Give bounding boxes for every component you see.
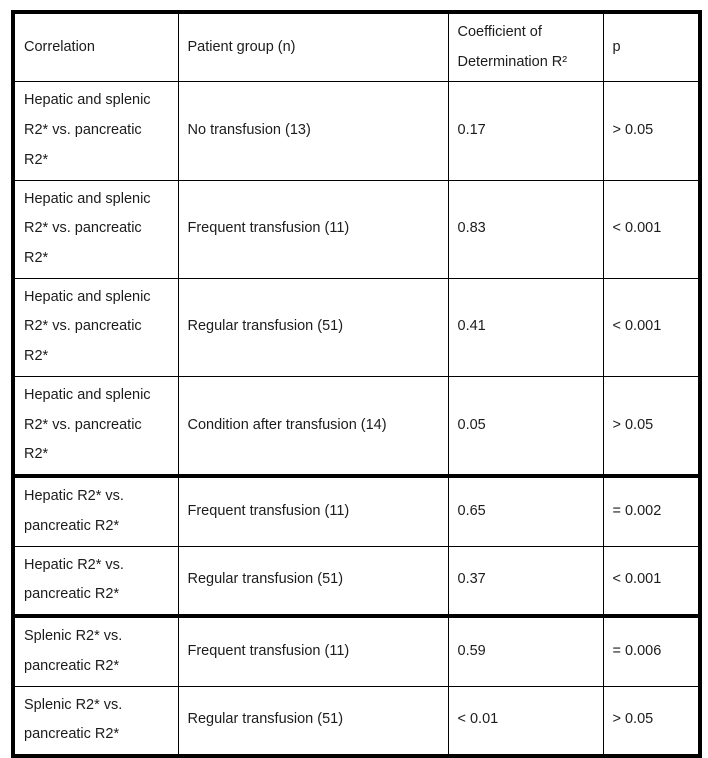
cell-correlation: Splenic R2* vs. pancreatic R2*	[12, 685, 179, 757]
table-header: Correlation Patient group (n) Coefficien…	[12, 11, 701, 83]
document-page: Correlation Patient group (n) Coefficien…	[11, 10, 702, 758]
table-row: Hepatic and splenic R2* vs. pancreatic R…	[12, 179, 701, 279]
cell-patient-group: Frequent transfusion (11)	[177, 614, 449, 687]
cell-patient-group: Frequent transfusion (11)	[177, 474, 449, 547]
table-body: Hepatic and splenic R2* vs. pancreatic R…	[12, 81, 701, 757]
cell-p: > 0.05	[602, 685, 701, 757]
cell-r2: 0.65	[447, 474, 604, 547]
cell-p: > 0.05	[602, 375, 701, 477]
table-row-section-start: Splenic R2* vs. pancreatic R2* Frequent …	[12, 614, 701, 687]
cell-p: = 0.002	[602, 474, 701, 547]
cell-correlation: Hepatic and splenic R2* vs. pancreatic R…	[12, 81, 179, 181]
cell-correlation: Hepatic R2* vs. pancreatic R2*	[12, 474, 179, 547]
cell-p: < 0.001	[602, 277, 701, 377]
cell-correlation: Hepatic and splenic R2* vs. pancreatic R…	[12, 179, 179, 279]
cell-correlation: Splenic R2* vs. pancreatic R2*	[12, 614, 179, 687]
cell-r2: 0.17	[447, 81, 604, 181]
cell-r2: 0.41	[447, 277, 604, 377]
table-row: Hepatic and splenic R2* vs. pancreatic R…	[12, 81, 701, 181]
cell-p: > 0.05	[602, 81, 701, 181]
column-header-correlation: Correlation	[12, 11, 179, 83]
table-row: Hepatic and splenic R2* vs. pancreatic R…	[12, 375, 701, 477]
cell-patient-group: No transfusion (13)	[177, 81, 449, 181]
cell-r2: 0.59	[447, 614, 604, 687]
table-row: Splenic R2* vs. pancreatic R2* Regular t…	[12, 685, 701, 757]
table-row: Hepatic R2* vs. pancreatic R2* Regular t…	[12, 545, 701, 617]
header-row: Correlation Patient group (n) Coefficien…	[12, 11, 701, 83]
cell-patient-group: Regular transfusion (51)	[177, 685, 449, 757]
cell-p: < 0.001	[602, 545, 701, 617]
cell-r2: 0.83	[447, 179, 604, 279]
cell-r2: < 0.01	[447, 685, 604, 757]
cell-patient-group: Regular transfusion (51)	[177, 545, 449, 617]
cell-p: < 0.001	[602, 179, 701, 279]
cell-patient-group: Condition after transfusion (14)	[177, 375, 449, 477]
cell-correlation: Hepatic and splenic R2* vs. pancreatic R…	[12, 277, 179, 377]
cell-correlation: Hepatic R2* vs. pancreatic R2*	[12, 545, 179, 617]
cell-correlation: Hepatic and splenic R2* vs. pancreatic R…	[12, 375, 179, 477]
cell-patient-group: Regular transfusion (51)	[177, 277, 449, 377]
table-row-section-start: Hepatic R2* vs. pancreatic R2* Frequent …	[12, 474, 701, 547]
column-header-p-value: p	[602, 11, 701, 83]
column-header-patient-group: Patient group (n)	[177, 11, 449, 83]
cell-r2: 0.37	[447, 545, 604, 617]
cell-patient-group: Frequent transfusion (11)	[177, 179, 449, 279]
cell-r2: 0.05	[447, 375, 604, 477]
table-row: Hepatic and splenic R2* vs. pancreatic R…	[12, 277, 701, 377]
column-header-coefficient-determination: Coefficient of Determination R²	[447, 11, 604, 83]
cell-p: = 0.006	[602, 614, 701, 687]
correlation-statistics-table: Correlation Patient group (n) Coefficien…	[11, 10, 702, 758]
